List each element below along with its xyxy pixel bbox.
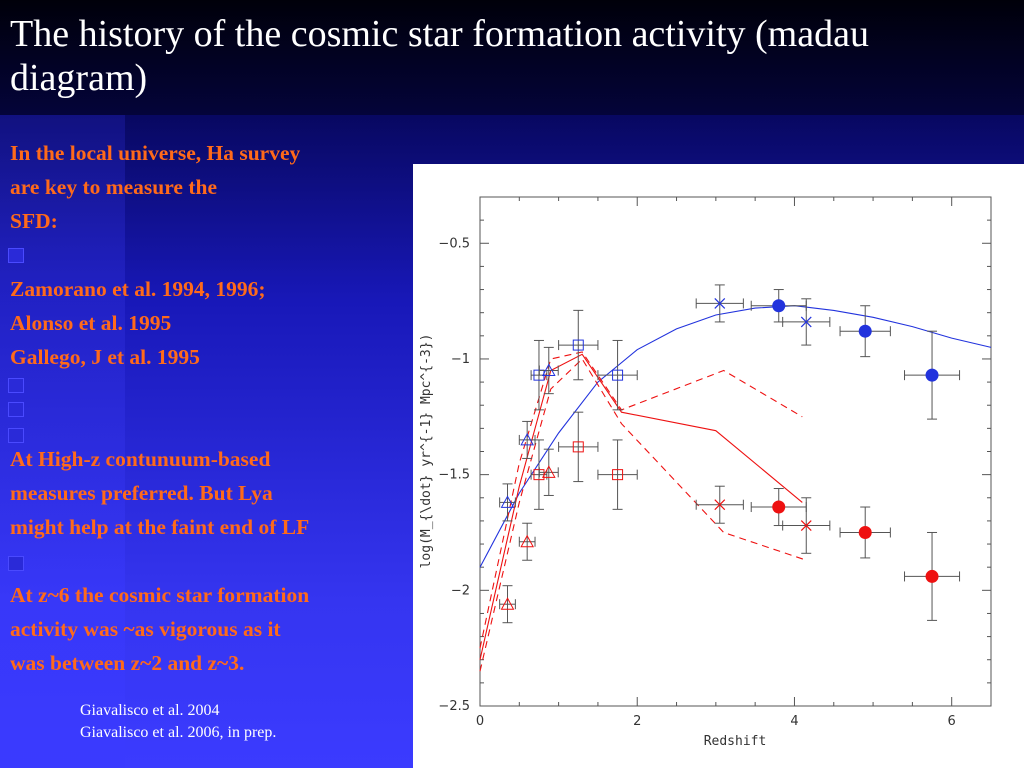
bullet-square bbox=[8, 428, 24, 443]
marker-open-triangle bbox=[541, 363, 556, 377]
y-tick-label: −1.5 bbox=[438, 468, 470, 483]
marker-filled-circle bbox=[772, 500, 786, 514]
marker-open-square bbox=[572, 339, 584, 351]
bullet-square bbox=[8, 378, 24, 393]
bullet-square bbox=[8, 248, 24, 263]
curve-dashed-4 bbox=[479, 358, 807, 672]
paragraph-z6: At z~6 the cosmic star formation activit… bbox=[10, 578, 309, 680]
data-points bbox=[499, 284, 961, 624]
data-point bbox=[904, 330, 961, 420]
paragraph-local-survey: In the local universe, Ha survey are key… bbox=[10, 136, 300, 238]
axis-ticks: 0 2 4 6 −0.5 −1 −1.5 −2 −2.5 bbox=[438, 197, 991, 729]
data-point bbox=[538, 346, 559, 395]
marker-open-triangle bbox=[520, 534, 535, 548]
marker-open-square bbox=[612, 469, 624, 481]
y-tick-label: −1 bbox=[451, 352, 470, 367]
data-point bbox=[518, 522, 536, 561]
data-point bbox=[782, 298, 831, 346]
data-point bbox=[499, 483, 516, 522]
data-point bbox=[558, 309, 599, 381]
paragraph-high-z: At High-z contunuum-based measures prefe… bbox=[10, 442, 309, 544]
data-point bbox=[597, 439, 638, 510]
model-curves bbox=[479, 305, 992, 672]
madau-chart: Redshift log(M_{\dot} yr^{-1} Mpc^{-3}) … bbox=[419, 196, 992, 749]
text-line: Alonso et al. 1995 bbox=[10, 311, 172, 335]
curve-solid-2 bbox=[479, 353, 803, 660]
text-line: SFD: bbox=[10, 209, 58, 233]
plot-frame bbox=[479, 196, 992, 707]
text-line: Zamorano et al. 1994, 1996; bbox=[10, 277, 266, 301]
citation-2006: Giavalisco et al. 2006, in prep. bbox=[80, 724, 277, 741]
data-point bbox=[839, 506, 891, 559]
bullet-square bbox=[8, 556, 24, 571]
data-point bbox=[518, 420, 536, 459]
data-point bbox=[839, 305, 891, 358]
marker-open-square bbox=[572, 441, 584, 453]
data-point bbox=[904, 531, 961, 621]
y-axis-label: log(M_{\dot} yr^{-1} Mpc^{-3}) bbox=[419, 334, 434, 569]
y-tick-label: −2 bbox=[451, 583, 470, 598]
x-tick-label: 6 bbox=[948, 714, 956, 729]
curve-solid-1 bbox=[479, 305, 992, 568]
text-line: In the local universe, Ha survey bbox=[10, 141, 301, 165]
marker-open-triangle bbox=[541, 465, 556, 478]
marker-open-square bbox=[612, 369, 624, 381]
marker-open-triangle bbox=[500, 597, 515, 610]
marker-open-triangle bbox=[520, 432, 535, 446]
slide-title: The history of the cosmic star formation… bbox=[10, 13, 869, 99]
data-point bbox=[597, 339, 638, 411]
marker-cross bbox=[800, 316, 812, 328]
data-point bbox=[499, 585, 516, 624]
text-line: activity was ~as vigorous as it bbox=[10, 617, 281, 641]
text-line: measures preferred. But Lya bbox=[10, 481, 273, 505]
marker-filled-circle bbox=[925, 368, 939, 382]
title-band bbox=[0, 0, 1024, 115]
paragraph-references: Zamorano et al. 1994, 1996; Alonso et al… bbox=[10, 272, 266, 374]
text-line: At High-z contunuum-based bbox=[10, 447, 271, 471]
data-point bbox=[782, 497, 831, 554]
data-point bbox=[750, 488, 807, 527]
data-point bbox=[538, 448, 559, 496]
data-point bbox=[695, 485, 744, 524]
data-point bbox=[558, 411, 599, 483]
curve-dashed-3 bbox=[479, 351, 803, 649]
marker-cross bbox=[714, 298, 726, 309]
x-axis-label: Redshift bbox=[704, 734, 767, 749]
marker-filled-circle bbox=[858, 324, 872, 338]
marker-cross bbox=[800, 520, 812, 531]
marker-filled-circle bbox=[772, 299, 786, 313]
data-point bbox=[695, 284, 744, 323]
x-tick-label: 4 bbox=[790, 714, 798, 729]
text-line: are key to measure the bbox=[10, 175, 217, 199]
marker-filled-circle bbox=[925, 569, 939, 583]
x-tick-label: 0 bbox=[476, 714, 484, 729]
text-line: At z~6 the cosmic star formation bbox=[10, 583, 310, 607]
y-tick-label: −0.5 bbox=[438, 236, 470, 251]
marker-cross bbox=[714, 499, 726, 511]
marker-open-triangle bbox=[500, 495, 515, 508]
citation-2004: Giavalisco et al. 2004 bbox=[80, 702, 220, 719]
y-tick-label: −2.5 bbox=[438, 699, 470, 714]
text-line: was between z~2 and z~3. bbox=[10, 651, 245, 675]
text-line: might help at the faint end of LF bbox=[10, 515, 310, 539]
data-point bbox=[750, 289, 807, 323]
x-tick-label: 2 bbox=[633, 714, 641, 729]
chart-panel: Redshift log(M_{\dot} yr^{-1} Mpc^{-3}) … bbox=[413, 164, 1024, 768]
bullet-square bbox=[8, 402, 24, 417]
text-line: Gallego, J et al. 1995 bbox=[10, 345, 200, 369]
marker-filled-circle bbox=[858, 525, 872, 539]
